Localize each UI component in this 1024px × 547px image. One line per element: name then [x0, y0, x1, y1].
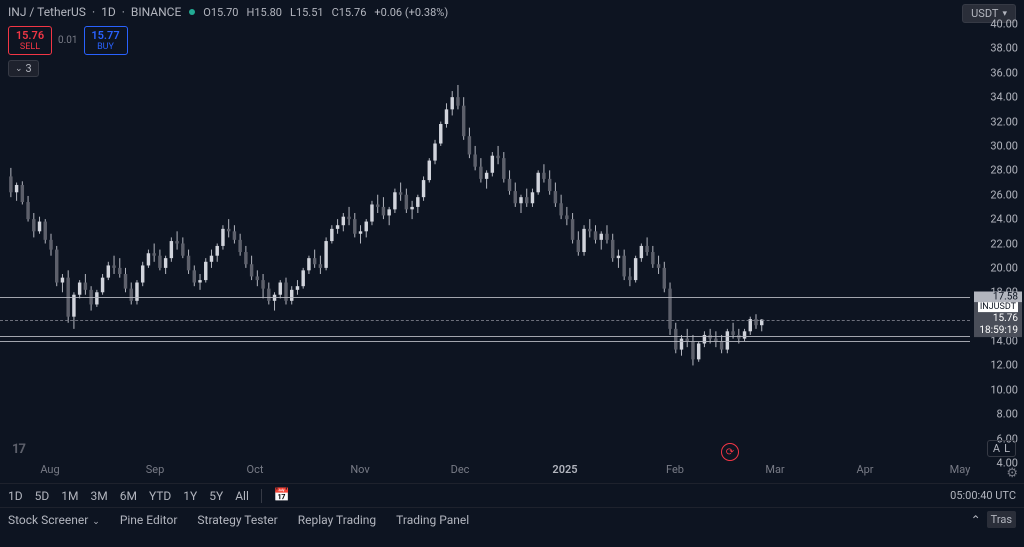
- trash-button[interactable]: Tras: [987, 511, 1016, 528]
- tf-1d[interactable]: 1D: [8, 489, 23, 503]
- panel-stock-screener[interactable]: Stock Screener⌄: [8, 513, 100, 527]
- chart-header: INJ / TetherUS · 1D · BINANCE O15.70 H15…: [0, 0, 1024, 24]
- x-tick: Feb: [666, 463, 684, 476]
- horizontal-line[interactable]: [0, 341, 970, 342]
- panel-replay-trading[interactable]: Replay Trading: [298, 513, 376, 527]
- tf-1m[interactable]: 1M: [61, 489, 78, 503]
- y-tick: 32.00: [990, 115, 1018, 128]
- y-tick: 40.00: [990, 18, 1018, 31]
- auto-log-badge[interactable]: AL: [987, 440, 1016, 457]
- tf-5d[interactable]: 5D: [35, 489, 50, 503]
- x-axis[interactable]: AugSepOctNovDec2025FebMarAprMay⚙⟳: [0, 463, 970, 483]
- y-tick: 12.00: [990, 359, 1018, 372]
- chevron-up-icon[interactable]: ⌃: [971, 513, 981, 527]
- x-tick: Apr: [856, 463, 873, 476]
- market-status-dot: [189, 9, 195, 15]
- utc-time: 05:00:40 UTC: [950, 489, 1016, 502]
- y-tick: 10.00: [990, 383, 1018, 396]
- replay-marker-icon[interactable]: ⟳: [721, 443, 739, 461]
- tradingview-logo: 17: [12, 442, 25, 457]
- x-tick: Nov: [350, 463, 369, 476]
- tf-all[interactable]: All: [235, 489, 249, 503]
- horizontal-line[interactable]: [0, 297, 970, 298]
- y-tick: 28.00: [990, 164, 1018, 177]
- y-tick: 34.00: [990, 91, 1018, 104]
- tf-5y[interactable]: 5Y: [209, 489, 223, 503]
- chart-area[interactable]: [0, 24, 970, 463]
- exchange: BINANCE: [131, 5, 181, 19]
- candlestick-chart: [0, 24, 970, 463]
- panel-strategy-tester[interactable]: Strategy Tester: [197, 513, 277, 527]
- symbol-title[interactable]: INJ / TetherUS: [8, 5, 86, 19]
- tf-3m[interactable]: 3M: [90, 489, 107, 503]
- x-tick: Oct: [247, 463, 264, 476]
- y-tick: 36.00: [990, 66, 1018, 79]
- timeframe-bar: 1D 5D 1M 3M 6M YTD 1Y 5Y All 📅 05:00:40 …: [0, 483, 1024, 507]
- y-axis[interactable]: 40.0038.0036.0034.0032.0030.0028.0026.00…: [970, 24, 1024, 463]
- tf-1y[interactable]: 1Y: [183, 489, 197, 503]
- tf-ytd[interactable]: YTD: [149, 489, 171, 503]
- horizontal-line[interactable]: [0, 320, 970, 321]
- x-tick: 2025: [552, 463, 577, 476]
- x-tick: Sep: [146, 463, 165, 476]
- x-tick: May: [950, 463, 971, 476]
- resize-handle[interactable]: [0, 531, 1024, 547]
- x-tick: Mar: [765, 463, 784, 476]
- y-tick: 38.00: [990, 42, 1018, 55]
- x-tick: Dec: [451, 463, 470, 476]
- panel-pine-editor[interactable]: Pine Editor: [120, 513, 178, 527]
- gear-icon[interactable]: ⚙: [1006, 466, 1018, 481]
- panel-trading-panel[interactable]: Trading Panel: [396, 513, 469, 527]
- ohlc-display: O15.70 H15.80 L15.51 C15.76 +0.06 (+0.38…: [203, 6, 448, 19]
- y-tick: 22.00: [990, 237, 1018, 250]
- panel-bar: Stock Screener⌄ Pine Editor Strategy Tes…: [0, 507, 1024, 531]
- divider: [261, 489, 262, 503]
- horizontal-line[interactable]: [0, 336, 970, 337]
- y-tick: 30.00: [990, 139, 1018, 152]
- calendar-icon[interactable]: 📅: [274, 488, 290, 503]
- y-tick: 20.00: [990, 261, 1018, 274]
- current-price-tag: INJUSDT15.7618:59:19: [974, 302, 1022, 338]
- y-tick: 26.00: [990, 188, 1018, 201]
- tf-6m[interactable]: 6M: [120, 489, 137, 503]
- interval[interactable]: 1D: [101, 5, 116, 19]
- y-tick: 24.00: [990, 213, 1018, 226]
- x-tick: Aug: [40, 463, 59, 476]
- y-tick: 8.00: [997, 408, 1018, 421]
